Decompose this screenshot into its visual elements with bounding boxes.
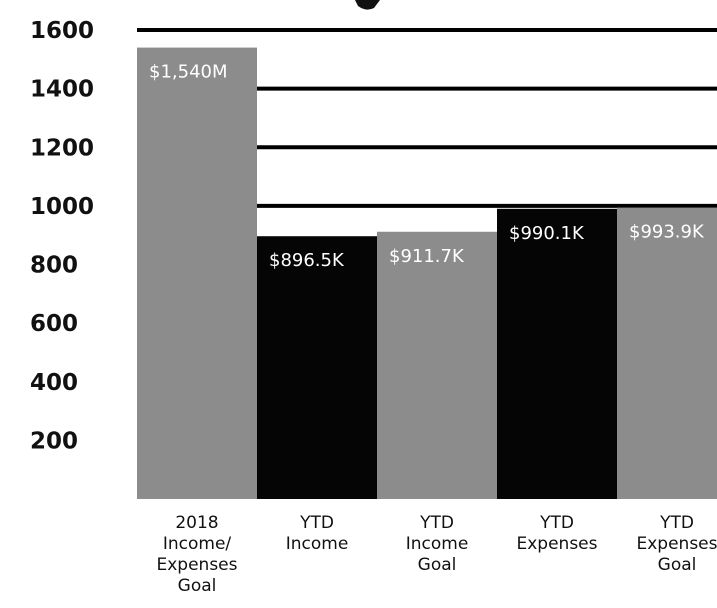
bar-4: [617, 207, 717, 499]
category-label-line: Goal: [178, 576, 217, 596]
y-tick-labels: 200 400 600 800 1000 1200 1400 1600: [30, 18, 94, 454]
category-label-line: YTD: [539, 513, 574, 533]
value-label-3: $990.1K: [509, 223, 585, 244]
value-label-0: $1,540M: [149, 62, 228, 83]
category-label-line: Expenses: [517, 534, 598, 554]
category-label-line: Income: [286, 534, 349, 554]
category-label-line: YTD: [299, 513, 334, 533]
category-label-2: YTD Income Goal: [406, 513, 469, 575]
y-tick-800: 800: [30, 253, 78, 279]
bar-1: [257, 236, 377, 499]
bars: [137, 47, 717, 500]
category-label-0: 2018 Income/Expenses Goal: [157, 513, 238, 596]
y-tick-1400: 1400: [30, 77, 94, 103]
bar-0: [137, 47, 257, 500]
category-label-line: Income: [406, 534, 469, 554]
category-label-line: YTD: [659, 513, 694, 533]
bar-3: [497, 208, 617, 500]
value-label-2: $911.7K: [389, 246, 465, 267]
category-label-line: 2018: [175, 513, 218, 533]
category-label-line: Goal: [658, 555, 697, 575]
y-tick-1000: 1000: [30, 194, 94, 220]
category-label-line: Goal: [418, 555, 457, 575]
category-label-line: YTD: [419, 513, 454, 533]
value-labels: $1,540M $896.5K $911.7K $990.1K $993.9K: [149, 62, 705, 272]
y-tick-1600: 1600: [30, 18, 94, 44]
title-glyph-fragment: [355, 0, 380, 10]
category-label-3: YTD Expenses: [517, 513, 598, 554]
title-fragment: [355, 0, 380, 10]
bar-2: [377, 231, 497, 499]
y-tick-600: 600: [30, 311, 78, 337]
category-label-4: YTD Expenses Goal: [637, 513, 717, 575]
category-label-1: YTD Income: [286, 513, 349, 554]
y-tick-400: 400: [30, 370, 78, 396]
category-label-line: Income/: [163, 534, 232, 554]
category-label-line: Expenses: [637, 534, 717, 554]
category-label-line: Expenses: [157, 555, 238, 575]
y-tick-200: 200: [30, 428, 78, 454]
y-tick-1200: 1200: [30, 135, 94, 161]
value-label-1: $896.5K: [269, 250, 345, 271]
value-label-4: $993.9K: [629, 222, 705, 243]
